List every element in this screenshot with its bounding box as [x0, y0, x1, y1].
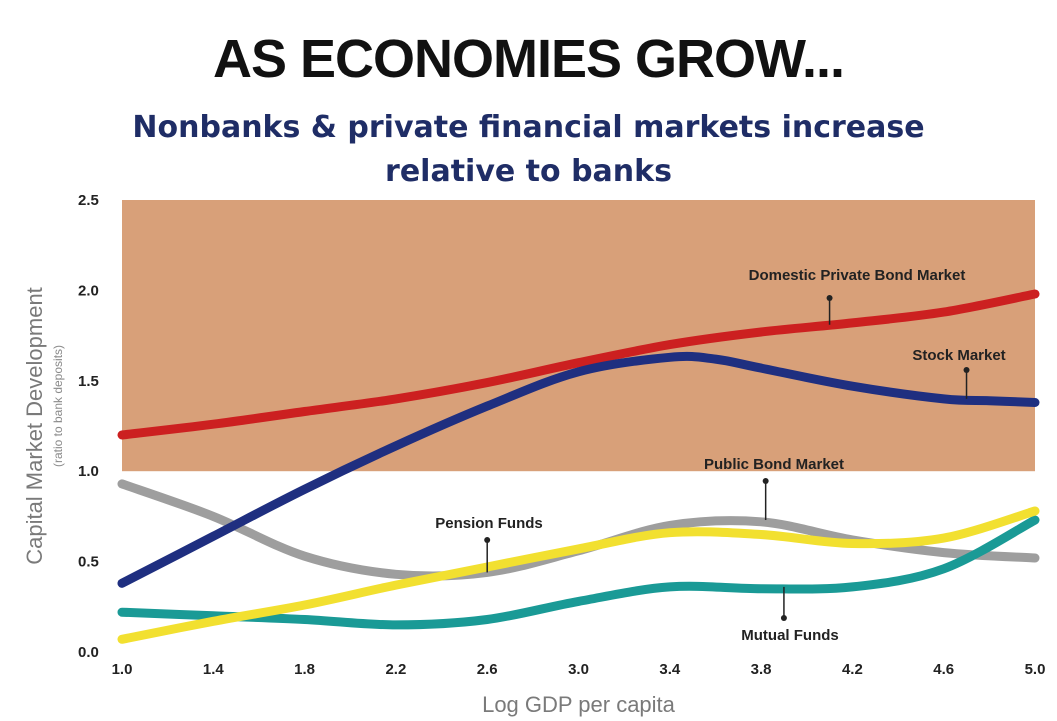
- x-tick-label: 1.0: [112, 661, 133, 678]
- x-tick-label: 4.2: [842, 661, 863, 678]
- x-tick-label: 3.0: [568, 661, 589, 678]
- y-tick-label: 0.5: [78, 554, 99, 571]
- chart-subtitle: Nonbanks & private financial markets inc…: [0, 106, 1057, 194]
- x-tick-label: 3.4: [659, 661, 681, 678]
- annotation-layer: Domestic Private Bond Market Stock Market…: [435, 267, 1005, 644]
- annotation-dot: [762, 478, 769, 484]
- x-tick-label: 5.0: [1025, 661, 1046, 678]
- subtitle-line-1: Nonbanks & private financial markets inc…: [132, 110, 925, 145]
- annotation-dot: [826, 295, 833, 301]
- series-line-mutual-funds: [117, 515, 1040, 630]
- y-axis-sublabel: (ratio to bank deposits): [51, 345, 65, 467]
- y-tick-label: 0.0: [78, 644, 99, 661]
- y-axis-label: Capital Market Development: [22, 287, 47, 565]
- annotation-label: Pension Funds: [435, 515, 543, 532]
- series-line-stock-market: [117, 351, 1040, 588]
- series-layer: [117, 289, 1040, 644]
- x-tick-label: 2.6: [477, 661, 498, 678]
- x-tick-label: 1.8: [294, 661, 315, 678]
- annotation-dot: [963, 367, 970, 373]
- x-tick-label: 4.6: [933, 661, 954, 678]
- axis-layer: 1.0 1.4 1.8 2.2 2.6 3.0 3.4 3.8 4.2 4.6 5.0 0.0 0.5 1…: [22, 192, 1045, 717]
- annotation-label: Mutual Funds: [741, 627, 839, 644]
- annotation-label: Public Bond Market: [704, 456, 844, 473]
- y-tick-label: 1.0: [78, 463, 99, 480]
- y-tick-label: 1.5: [78, 373, 99, 390]
- x-tick-label: 1.4: [203, 661, 225, 678]
- x-axis-label: Log GDP per capita: [482, 692, 676, 717]
- series-line-pension-funds: [117, 479, 1040, 581]
- annotation-label: Domestic Private Bond Market: [749, 267, 966, 284]
- annotation-label: Stock Market: [912, 347, 1005, 364]
- annotation-dot: [780, 615, 787, 621]
- y-tick-label: 2.0: [78, 282, 99, 299]
- chart-title: AS ECONOMIES GROW...: [212, 29, 845, 89]
- shaded-region: [122, 200, 1035, 472]
- shaded-region-layer: [122, 200, 1035, 472]
- series-line-domestic-private-bond-market: [117, 289, 1040, 440]
- series-line-public-bond-market: [117, 506, 1040, 644]
- subtitle-line-2: relative to banks: [385, 154, 672, 189]
- y-tick-label: 2.5: [78, 192, 99, 209]
- x-tick-label: 2.2: [385, 661, 406, 678]
- annotation-dot: [484, 537, 491, 543]
- x-tick-label: 3.8: [751, 661, 772, 678]
